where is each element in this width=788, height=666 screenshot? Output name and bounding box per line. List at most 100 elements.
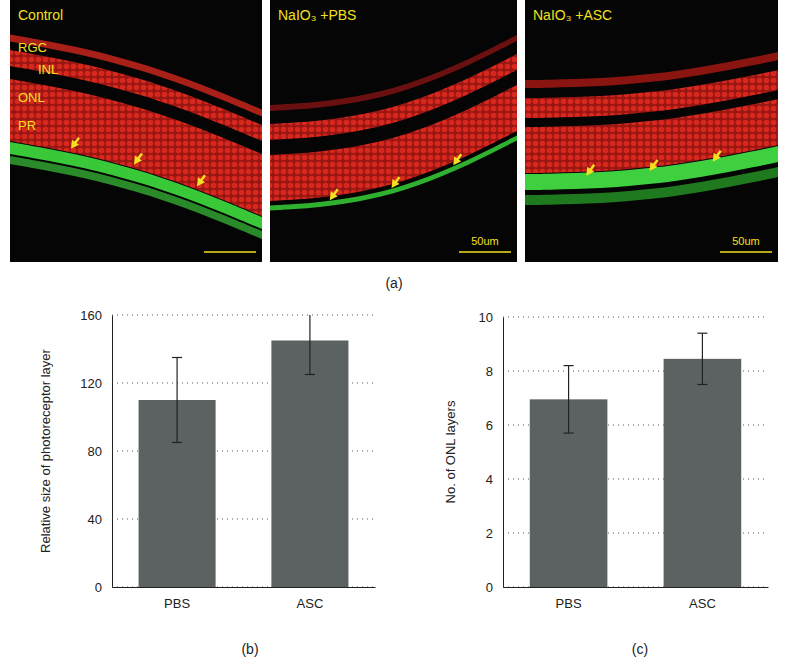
tick: 40 [88,512,112,527]
arrow-head [134,156,142,165]
panel-label: (b) [241,641,258,657]
tick-label: 0 [95,580,102,595]
tissue-layer [10,156,262,239]
error-bar-cap [305,374,315,375]
tick-label: 80 [88,444,102,459]
error-bar-stem [568,366,569,434]
grid [112,315,375,587]
arrow-head [713,153,721,162]
tissue-layer [525,167,778,205]
y-axis: 0 40 80 120 160 [80,308,112,595]
arrow-head [586,167,594,176]
error-bar-cap [697,333,707,334]
tick-label: ASC [297,596,324,611]
tick-label: 160 [80,308,102,323]
axis-line [112,316,113,588]
panel-label: (a) [385,275,402,291]
tick: ASC [689,587,716,611]
tick: 160 [80,308,112,323]
figure: Control RGC INL ONL PR 50um NaIO₃ +PBS 50um NaIO… [0,0,788,666]
tick: PBS [556,587,582,611]
error-bar [305,315,315,375]
axis-line [113,587,376,588]
tick-label: 6 [486,418,493,433]
tick-label: 8 [486,364,493,379]
error-bar-cap [564,433,574,434]
image-title: NaIO₃ +ASC [533,7,612,23]
axis-title: Relative size of photoreceptor layer [38,348,53,552]
axis-title: No. of ONL layers [443,400,458,503]
error-bar [697,333,707,384]
plot-area [139,315,349,587]
tick-label: 0 [486,580,493,595]
grid-line [503,317,768,318]
panel-a: Control RGC INL ONL PR 50um NaIO₃ +PBS 50um NaIO… [10,0,778,291]
arrow-head [197,177,205,186]
micrograph [525,0,778,262]
error-bar [564,366,574,434]
scale-bar [720,251,772,253]
error-bar-cap [564,365,574,366]
error-bar-stem [309,315,310,375]
tick: PBS [164,587,190,611]
grid [503,317,768,587]
axis-line [503,318,504,588]
tick: 0 [95,580,112,595]
layer-label: ONL [18,90,45,105]
error-bar [172,358,182,443]
tick-label: PBS [164,596,190,611]
arrow-head [392,179,400,188]
bar [271,341,348,588]
bar-chart: 0 40 80 120 160 PBS ASC Relative size of photor… [38,307,376,658]
tick: 0 [486,580,503,595]
tick: 120 [80,376,112,391]
arrow-head [650,162,658,171]
grid-line [112,315,375,316]
tick: 10 [479,310,503,325]
plot-area [530,333,741,587]
image-background [270,0,517,262]
image-background [10,0,262,262]
tick: 80 [88,444,112,459]
error-bar-stem [702,333,703,384]
arrow-head [71,140,79,149]
error-bar-cap [172,357,182,358]
tick-label: PBS [556,596,582,611]
tick: 2 [486,526,503,541]
image-background [525,0,778,262]
panel-label: (c) [632,641,648,657]
error-bar-cap [697,384,707,385]
tick-label: 40 [88,512,102,527]
tick: 8 [486,364,503,379]
layer-label: INL [38,62,58,77]
tick: ASC [297,587,324,611]
tick-label: ASC [689,596,716,611]
layer-label: PR [18,118,36,133]
x-axis: PBS ASC [504,587,769,611]
scale-bar-label: 50um [732,235,760,247]
tick: 4 [486,472,503,487]
image-title: Control [18,7,63,23]
arrow-head [453,156,461,165]
layer-label: RGC [18,40,47,55]
axis-line [504,587,769,588]
image-title: NaIO₃ +PBS [278,7,356,23]
scale-bar [204,251,256,253]
tick-label: 2 [486,526,493,541]
x-axis: PBS ASC [113,587,376,611]
scale-bar-label: 50um [471,235,499,247]
error-bar-cap [172,442,182,443]
tissue-layer [270,136,517,211]
tick-label: 10 [479,310,493,325]
y-axis: 0 2 4 6 8 10 [479,310,504,595]
tick: 6 [486,418,503,433]
tissue-layer [270,85,517,201]
tissue-layer [10,79,262,216]
tick-label: 4 [486,472,493,487]
error-bar-stem [176,358,177,443]
bar-chart: 0 2 4 6 8 10 PBS ASC No. of ONL layers (c) [443,310,769,657]
arrow-head [330,191,338,200]
micrograph [10,0,262,262]
scale-bar [459,251,511,253]
bar [664,359,742,587]
